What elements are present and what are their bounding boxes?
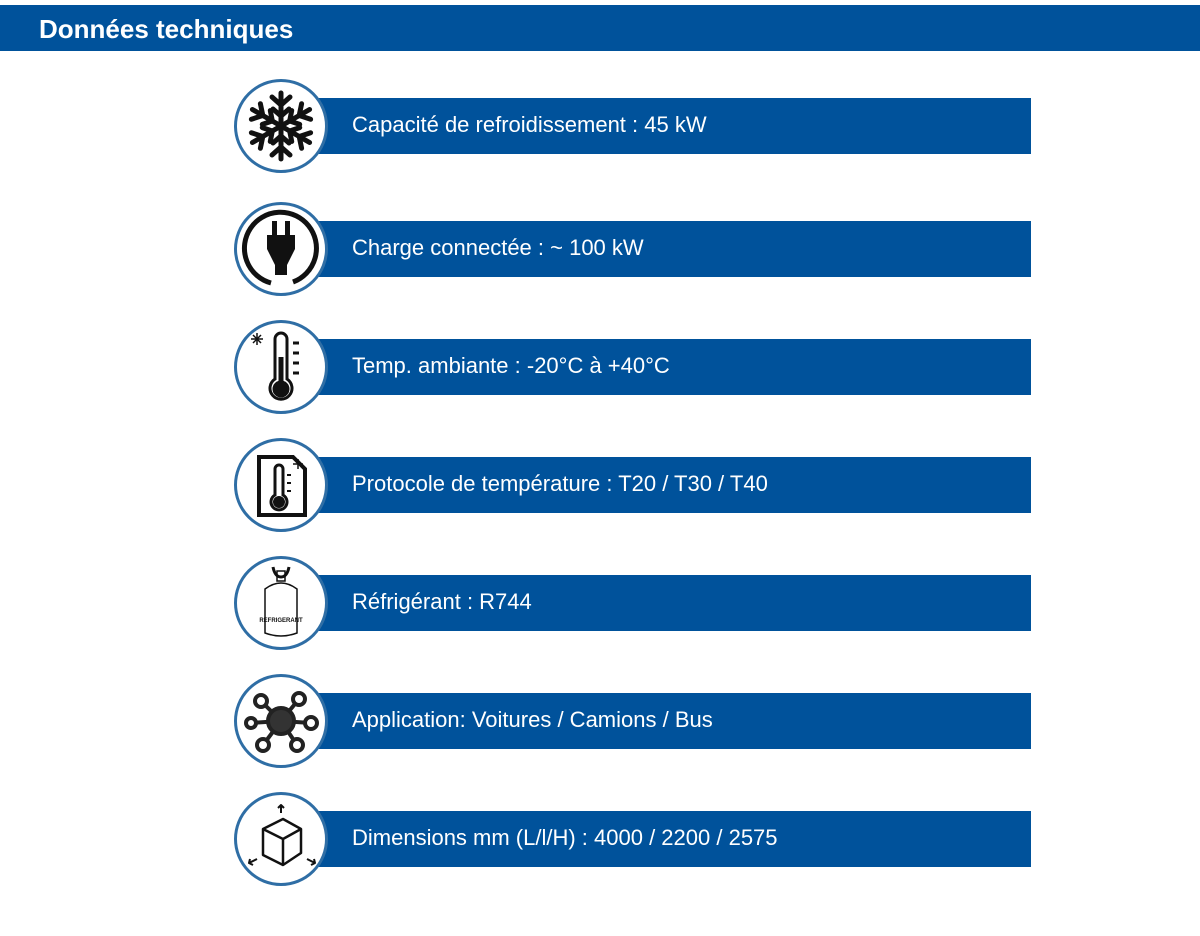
cylinder-label: REFRIGERANT <box>259 618 303 624</box>
spec-bar: Réfrigérant : R744 <box>305 575 1031 631</box>
spec-bar: Temp. ambiante : -20°C à +40°C <box>305 339 1031 395</box>
thermometer-icon <box>234 320 328 414</box>
box-dimensions-icon <box>234 792 328 886</box>
spec-bar: Capacité de refroidissement : 45 kW <box>305 98 1031 154</box>
section-header: Données techniques <box>0 5 1200 51</box>
spec-label: Charge connectée : ~ 100 kW <box>352 235 644 260</box>
spec-label: Temp. ambiante : -20°C à +40°C <box>352 353 670 378</box>
refrigerant-cylinder-icon: REFRIGERANT <box>234 556 328 650</box>
spec-row-dimensions: Dimensions mm (L/l/H) : 4000 / 2200 / 25… <box>0 791 1200 887</box>
spec-row-protocol: Protocole de température : T20 / T30 / T… <box>0 437 1200 533</box>
spec-row-ambient: Temp. ambiante : -20°C à +40°C <box>0 319 1200 415</box>
section-title: Données techniques <box>39 14 294 44</box>
spec-label: Application: Voitures / Camions / Bus <box>352 707 713 732</box>
spec-row-power: Charge connectée : ~ 100 kW <box>0 201 1200 297</box>
spec-bar: Charge connectée : ~ 100 kW <box>305 221 1031 277</box>
spec-row-application: Application: Voitures / Camions / Bus <box>0 673 1200 769</box>
spec-label: Réfrigérant : R744 <box>352 589 532 614</box>
spec-label: Capacité de refroidissement : 45 kW <box>352 112 707 137</box>
spec-label: Protocole de température : T20 / T30 / T… <box>352 471 768 496</box>
snowflake-icon <box>234 79 328 173</box>
spec-bar: Application: Voitures / Camions / Bus <box>305 693 1031 749</box>
spec-bar: Dimensions mm (L/l/H) : 4000 / 2200 / 25… <box>305 811 1031 867</box>
spec-row-refrigerant: Réfrigérant : R744 REFRIGERANT <box>0 555 1200 651</box>
temperature-protocol-icon <box>234 438 328 532</box>
spec-row-cooling: Capacité de refroidissement : 45 kW <box>0 78 1200 174</box>
spec-label: Dimensions mm (L/l/H) : 4000 / 2200 / 25… <box>352 825 778 850</box>
spec-bar: Protocole de température : T20 / T30 / T… <box>305 457 1031 513</box>
plug-icon <box>234 202 328 296</box>
network-hub-icon <box>234 674 328 768</box>
